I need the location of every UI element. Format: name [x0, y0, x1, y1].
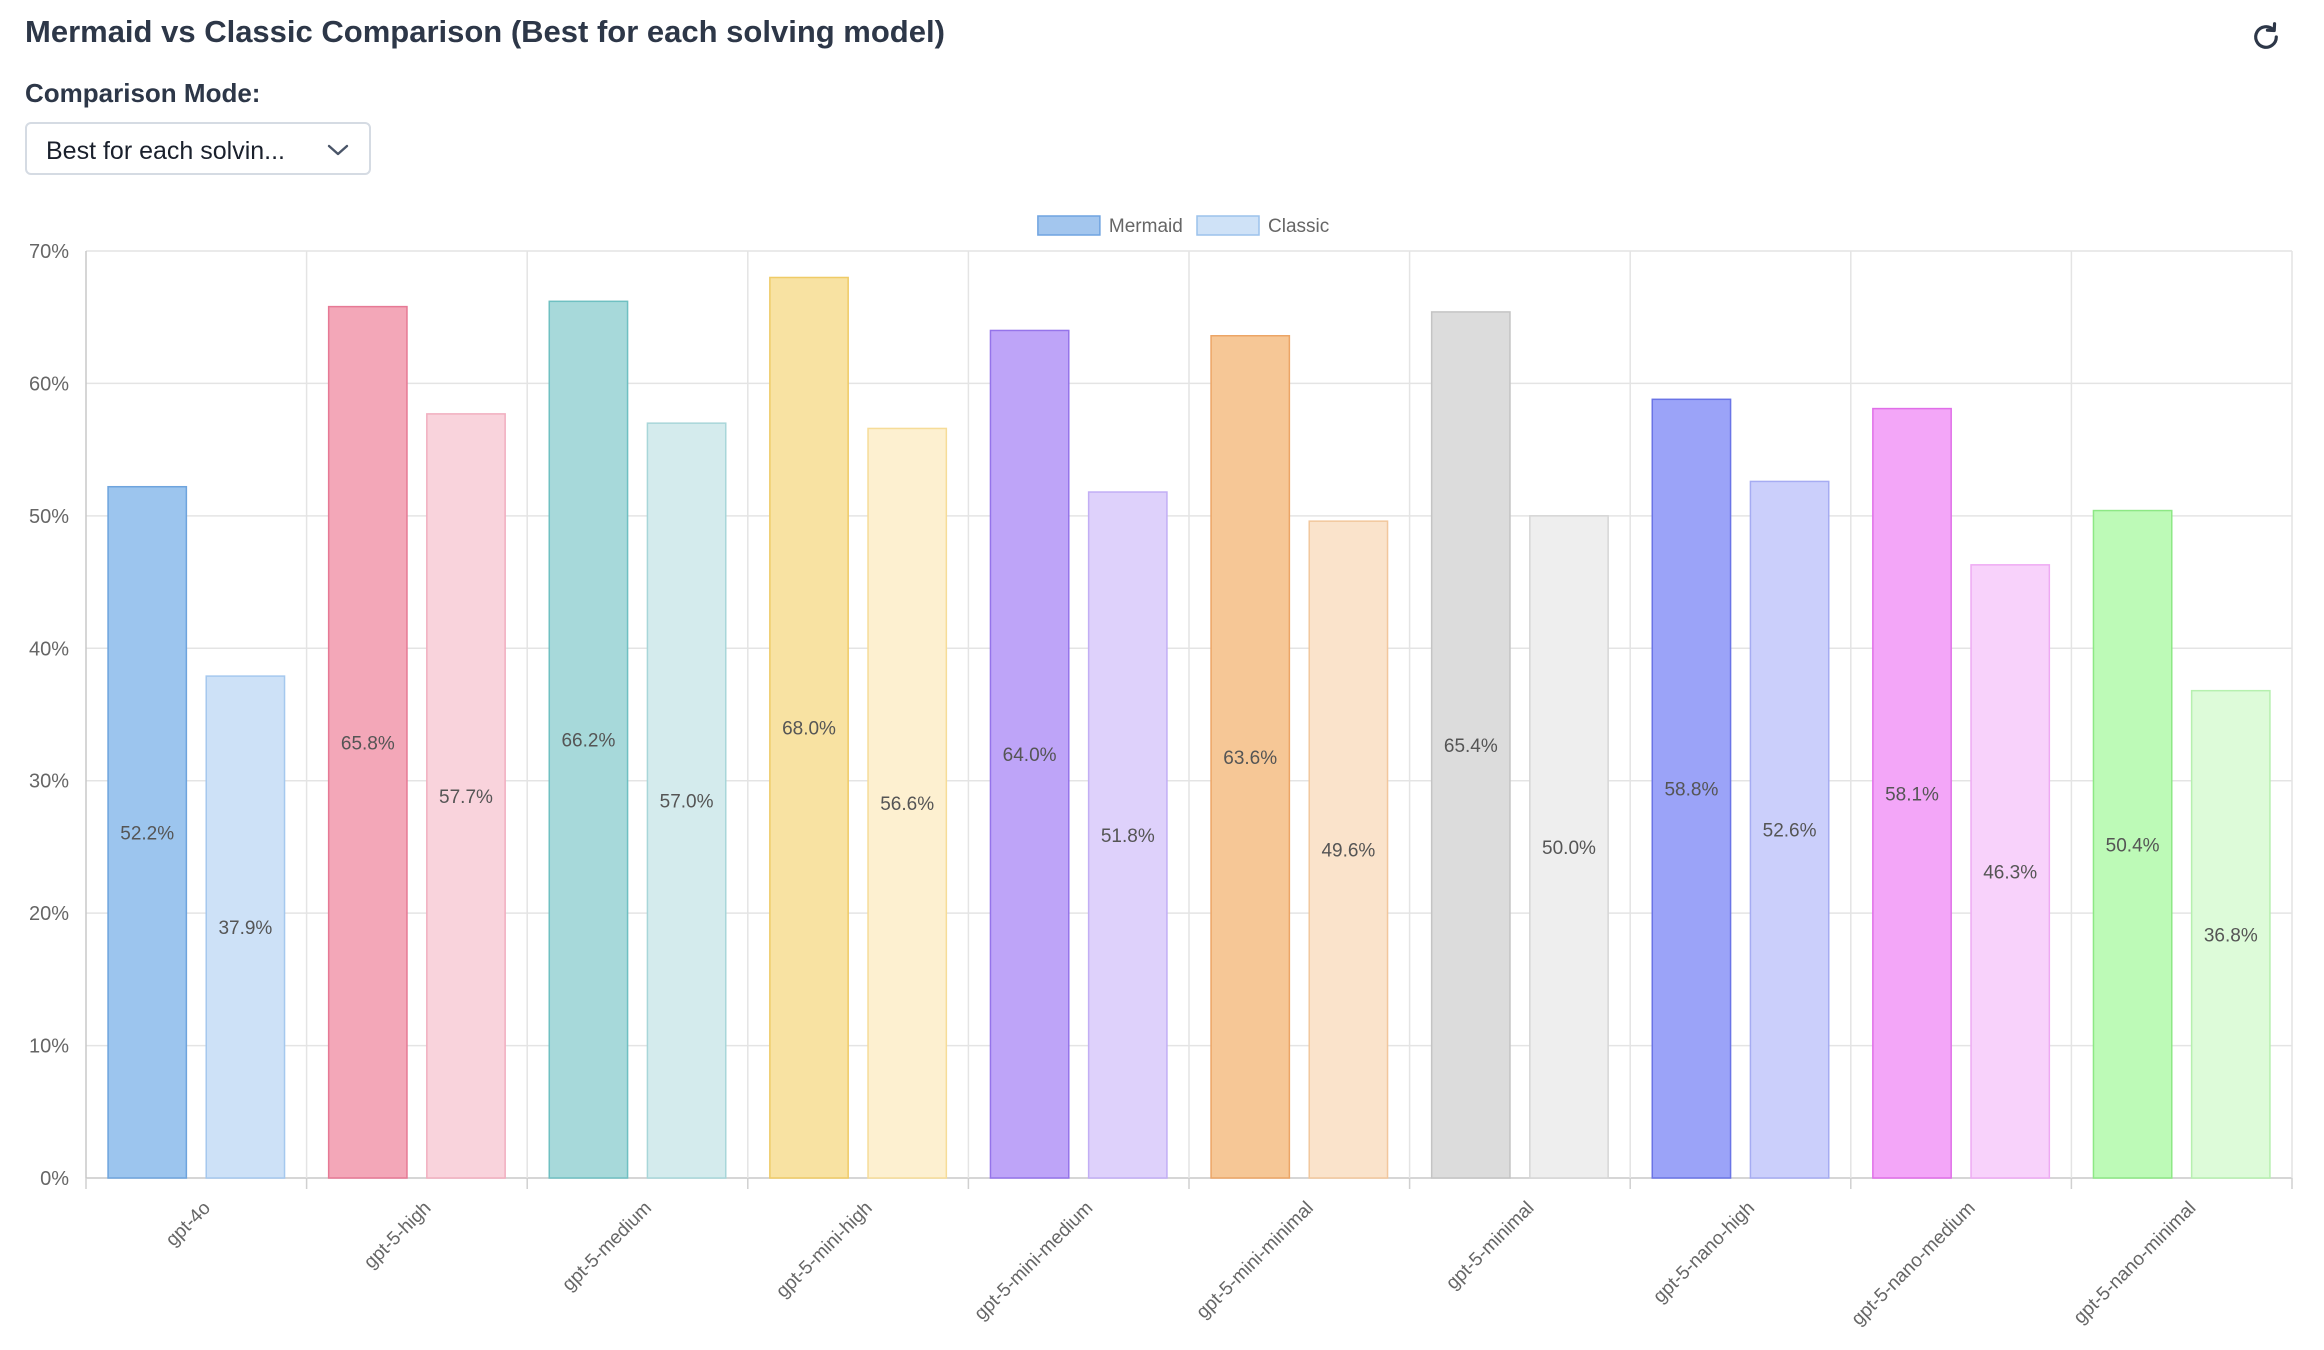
- x-category-label: gpt-5-nano-medium: [1848, 1198, 1980, 1330]
- comparison-mode-value: Best for each solvin...: [46, 137, 286, 165]
- legend-item-mermaid[interactable]: Mermaid: [1037, 215, 1183, 237]
- value-label-classic: 37.9%: [218, 918, 272, 939]
- value-label-mermaid: 65.4%: [1444, 736, 1498, 757]
- bar-mermaid-gpt-5-medium: [548, 300, 629, 1179]
- bar-classic-gpt-5-medium: [646, 422, 727, 1179]
- value-label-mermaid: 58.1%: [1885, 784, 1939, 805]
- bar-mermaid-gpt-5-mini-high: [769, 276, 849, 1179]
- bar-classic-gpt-5-nano-medium: [1970, 564, 2051, 1179]
- bar-classic-gpt-5-mini-high: [867, 427, 948, 1179]
- value-label-mermaid: 64.0%: [1003, 745, 1057, 766]
- y-tick-label: 50%: [29, 506, 69, 528]
- legend-swatch: [1196, 215, 1260, 236]
- value-label-mermaid: 68.0%: [782, 719, 836, 740]
- x-category-label: gpt-5-mini-minimal: [1193, 1198, 1318, 1323]
- value-label-mermaid: 50.4%: [2106, 835, 2160, 856]
- legend-label: Classic: [1268, 216, 1329, 237]
- bar-mermaid-gpt-5-nano-high: [1651, 398, 1732, 1179]
- value-label-mermaid: 66.2%: [561, 731, 615, 752]
- bar-mermaid-gpt-5-high: [327, 305, 408, 1179]
- value-label-classic: 57.7%: [439, 787, 493, 808]
- value-label-classic: 49.6%: [1321, 841, 1375, 862]
- y-tick-label: 10%: [29, 1036, 69, 1058]
- y-tick-label: 20%: [29, 903, 69, 925]
- comparison-mode-select[interactable]: Best for each solvin...: [25, 122, 371, 175]
- legend-item-classic[interactable]: Classic: [1196, 215, 1329, 237]
- y-tick-label: 60%: [29, 373, 69, 395]
- y-tick-label: 70%: [29, 241, 69, 263]
- y-tick-label: 30%: [29, 771, 69, 793]
- x-category-label: gpt-4o: [162, 1198, 215, 1251]
- y-tick-label: 0%: [40, 1168, 69, 1190]
- x-category-label: gpt-5-mini-high: [772, 1198, 876, 1302]
- bar-mermaid-gpt-5-mini-minimal: [1210, 335, 1291, 1179]
- value-label-mermaid: 58.8%: [1664, 780, 1718, 801]
- bar-classic-gpt-5-mini-medium: [1087, 491, 1168, 1179]
- legend-swatch: [1037, 215, 1101, 236]
- page-title: Mermaid vs Classic Comparison (Best for …: [25, 14, 945, 49]
- x-category-label: gpt-5-nano-high: [1649, 1198, 1759, 1308]
- bar-classic-gpt-5-mini-minimal: [1308, 520, 1389, 1179]
- x-category-label: gpt-5-minimal: [1442, 1198, 1538, 1294]
- value-label-mermaid: 52.2%: [120, 823, 174, 844]
- value-label-classic: 56.6%: [880, 794, 934, 815]
- x-category-label: gpt-5-nano-minimal: [2070, 1198, 2201, 1329]
- value-label-mermaid: 65.8%: [341, 733, 395, 754]
- chevron-down-icon: [327, 144, 349, 156]
- x-category-label: gpt-5-medium: [558, 1198, 656, 1296]
- value-label-classic: 52.6%: [1763, 821, 1817, 842]
- bar-classic-gpt-5-high: [426, 413, 506, 1179]
- bar-classic-gpt-5-nano-high: [1749, 480, 1830, 1179]
- comparison-mode-label: Comparison Mode:: [25, 78, 261, 108]
- x-category-label: gpt-5-mini-medium: [970, 1198, 1097, 1325]
- bar-mermaid-gpt-5-nano-medium: [1872, 407, 1952, 1179]
- refresh-icon[interactable]: [2247, 18, 2285, 56]
- value-label-classic: 51.8%: [1101, 826, 1155, 847]
- bar-mermaid-gpt-5-mini-medium: [989, 329, 1070, 1179]
- legend-label: Mermaid: [1109, 216, 1183, 237]
- bar-mermaid-gpt-5-minimal: [1430, 311, 1511, 1179]
- bar-mermaid-gpt-5-nano-minimal: [2092, 509, 2173, 1179]
- bar-classic-gpt-5-nano-minimal: [2190, 689, 2271, 1179]
- bar-mermaid-gpt-4o: [107, 485, 188, 1179]
- x-category-label: gpt-5-high: [360, 1198, 435, 1273]
- bar-classic-gpt-5-minimal: [1529, 515, 1609, 1179]
- value-label-classic: 36.8%: [2204, 925, 2258, 946]
- y-tick-label: 40%: [29, 638, 69, 660]
- value-label-classic: 46.3%: [1983, 862, 2037, 883]
- value-label-mermaid: 63.6%: [1223, 748, 1277, 769]
- value-label-classic: 57.0%: [660, 792, 714, 813]
- value-label-classic: 50.0%: [1542, 838, 1596, 859]
- bar-classic-gpt-4o: [205, 675, 286, 1179]
